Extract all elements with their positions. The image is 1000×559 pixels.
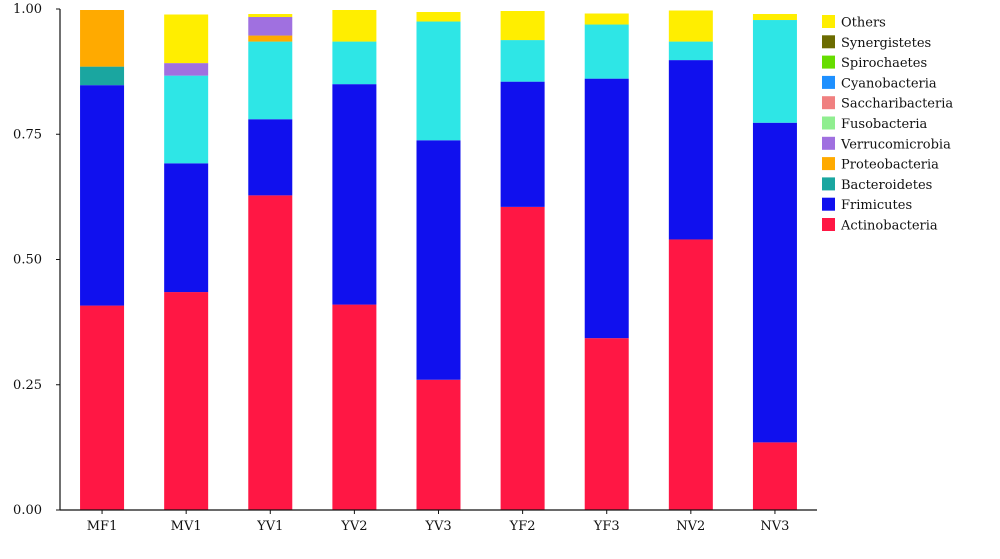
legend: Others Synergistetes Spirochaetes Cyanobact… bbox=[822, 15, 953, 234]
legend-label-frimicutes: Frimicutes bbox=[841, 198, 912, 213]
bar-mf1-bacteroidetes bbox=[80, 66, 125, 86]
legend-label-bacteroidetes: Bacteroidetes bbox=[841, 178, 932, 193]
bar-mf1-frimicutes bbox=[80, 85, 125, 306]
y-tick-label: 1.00 bbox=[13, 2, 42, 17]
legend-label-spirochaetes: Spirochaetes bbox=[841, 56, 927, 71]
x-tick-label: YV2 bbox=[340, 519, 367, 534]
legend-swatch-saccharibacteria bbox=[822, 96, 835, 110]
y-tick-label: 0.25 bbox=[13, 378, 42, 393]
bar-nv2-actinobacteria bbox=[668, 239, 713, 510]
bar-yv2-others bbox=[332, 10, 377, 42]
bar-yf3-actinobacteria bbox=[584, 338, 629, 510]
x-tick-label: YV1 bbox=[256, 519, 283, 534]
bar-yv3-unlabeled bbox=[416, 21, 461, 141]
x-tick-label: YF2 bbox=[509, 519, 536, 534]
legend-swatch-others bbox=[822, 15, 835, 28]
legend-swatch-cyanobacteria bbox=[822, 75, 835, 89]
bar-yv1-others bbox=[248, 14, 293, 18]
legend-label-verrucomicrobia: Verrucomicrobia bbox=[840, 137, 951, 152]
bar-yv1-actinobacteria bbox=[248, 195, 293, 510]
legend-swatch-verrucomicrobia bbox=[822, 136, 835, 150]
bar-yv2-unlabeled bbox=[332, 41, 377, 85]
legend-label-cyanobacteria: Cyanobacteria bbox=[841, 76, 937, 91]
legend-label-proteobacteria: Proteobacteria bbox=[841, 158, 939, 173]
legend-swatch-frimicutes bbox=[822, 197, 835, 211]
x-tick-label: NV3 bbox=[760, 519, 789, 534]
x-tick-label: YV3 bbox=[424, 519, 451, 534]
bar-yf2-frimicutes bbox=[500, 81, 545, 207]
legend-label-actinobacteria: Actinobacteria bbox=[840, 219, 938, 234]
bar-yv2-actinobacteria bbox=[332, 304, 377, 510]
bar-yv1-frimicutes bbox=[248, 119, 293, 196]
x-tick-label: MF1 bbox=[87, 519, 118, 534]
bar-mv1-unlabeled bbox=[164, 75, 209, 164]
legend-label-saccharibacteria: Saccharibacteria bbox=[841, 97, 953, 112]
bar-nv3-unlabeled bbox=[752, 20, 797, 123]
bar-yf2-others bbox=[500, 11, 545, 41]
legend-swatch-actinobacteria bbox=[822, 218, 835, 231]
bar-nv2-frimicutes bbox=[668, 60, 713, 240]
bar-yv1-proteobacteria bbox=[248, 35, 293, 42]
bar-yv3-frimicutes bbox=[416, 140, 461, 380]
bar-yv1-verrucomicrobia bbox=[248, 17, 293, 36]
bar-mf1-actinobacteria bbox=[80, 305, 125, 510]
bar-yf3-others bbox=[584, 13, 629, 25]
legend-label-synergistetes: Synergistetes bbox=[841, 36, 931, 51]
legend-swatch-proteobacteria bbox=[822, 157, 835, 171]
legend-swatch-synergistetes bbox=[822, 35, 835, 49]
bar-yf3-unlabeled bbox=[584, 24, 629, 79]
bar-nv2-others bbox=[668, 10, 713, 42]
bar-yf2-actinobacteria bbox=[500, 206, 545, 510]
bar-nv3-others bbox=[752, 14, 797, 21]
y-tick-label: 0.50 bbox=[13, 253, 42, 268]
plot-area bbox=[80, 10, 797, 510]
bar-nv3-actinobacteria bbox=[752, 442, 797, 510]
bar-yv3-others bbox=[416, 12, 461, 22]
bar-mv1-frimicutes bbox=[164, 163, 209, 293]
legend-swatch-spirochaetes bbox=[822, 55, 835, 69]
x-tick-label: YF3 bbox=[593, 519, 620, 534]
bar-mv1-others bbox=[164, 14, 209, 64]
y-tick-label: 0.75 bbox=[13, 127, 42, 142]
x-tick-label: NV2 bbox=[676, 519, 705, 534]
bar-yv2-frimicutes bbox=[332, 84, 377, 305]
bar-nv3-frimicutes bbox=[752, 122, 797, 443]
bar-yv3-actinobacteria bbox=[416, 379, 461, 510]
bar-yf2-unlabeled bbox=[500, 40, 545, 82]
legend-label-fusobacteria: Fusobacteria bbox=[841, 117, 928, 132]
bar-yv1-unlabeled bbox=[248, 41, 293, 120]
bar-nv2-unlabeled bbox=[668, 41, 713, 61]
y-tick-label: 0.00 bbox=[13, 503, 42, 518]
bar-mf1-proteobacteria bbox=[80, 10, 125, 67]
legend-label-others: Others bbox=[841, 16, 886, 31]
bar-mv1-verrucomicrobia bbox=[164, 63, 209, 76]
axes: MF1 MV1 YV1 YV2 YV3 YF2 YF3 NV2 NV3 0.00 0.25 0.50 0… bbox=[13, 2, 817, 534]
bar-yf3-frimicutes bbox=[584, 78, 629, 339]
x-tick-label: MV1 bbox=[171, 519, 202, 534]
legend-swatch-fusobacteria bbox=[822, 116, 835, 130]
legend-swatch-bacteroidetes bbox=[822, 177, 835, 191]
bar-mv1-actinobacteria bbox=[164, 292, 209, 510]
